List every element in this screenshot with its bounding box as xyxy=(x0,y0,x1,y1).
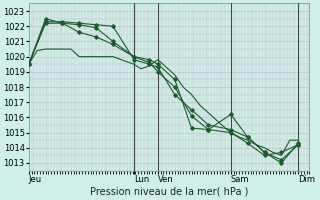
X-axis label: Pression niveau de la mer( hPa ): Pression niveau de la mer( hPa ) xyxy=(90,187,248,197)
